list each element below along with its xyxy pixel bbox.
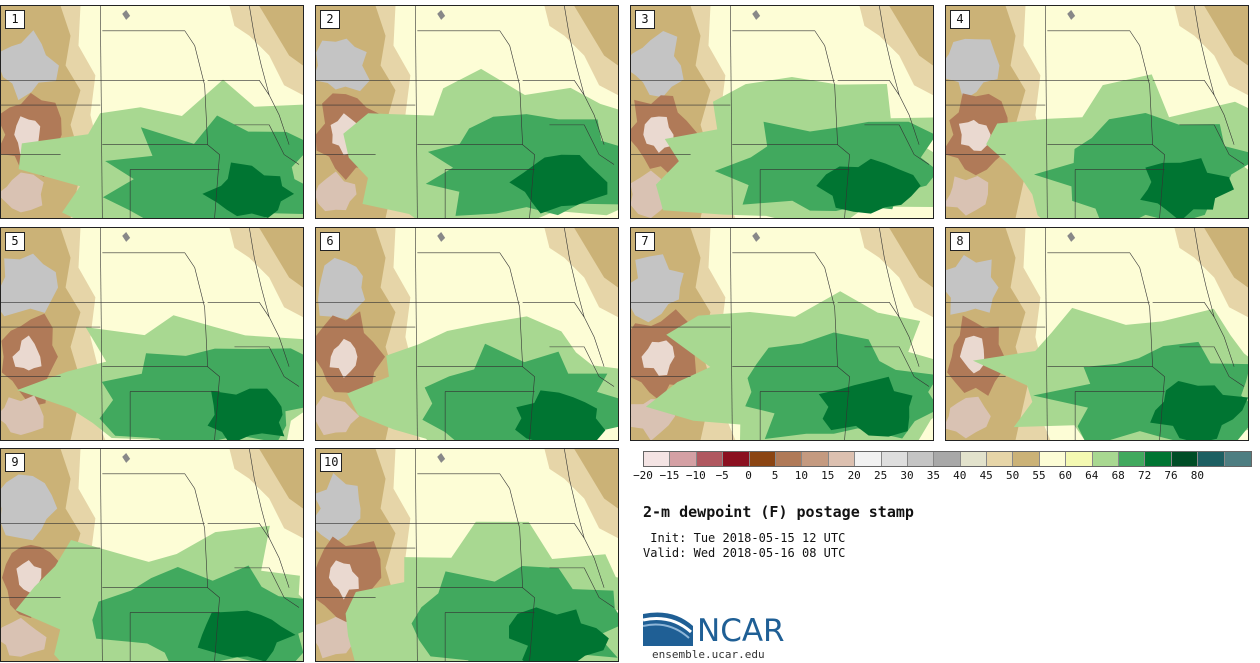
- colorbar-cell: [855, 452, 882, 466]
- colorbar-tick: 20: [847, 469, 861, 482]
- member-label: 6: [320, 232, 340, 251]
- colorbar-tick: −15: [659, 469, 680, 482]
- colorbar-cell: [1171, 452, 1199, 466]
- colorbar-cell: [749, 452, 776, 466]
- init-value: Tue 2018-05-15 12 UTC: [693, 531, 846, 545]
- ncar-logo-text: NCAR: [697, 613, 785, 649]
- dewpoint-colorbar: [643, 451, 1252, 467]
- colorbar-cell: [960, 452, 988, 466]
- colorbar-tick: 50: [1005, 469, 1020, 482]
- plot-title: 2-m dewpoint (F) postage stamp: [643, 503, 914, 521]
- colorbar-tick: 64: [1085, 469, 1099, 482]
- colorbar-cell: [670, 452, 697, 466]
- colorbar-cell: [828, 452, 856, 466]
- member-label: 2: [320, 10, 340, 29]
- colorbar-cell: [1119, 452, 1146, 466]
- colorbar-tick: 55: [1032, 469, 1046, 482]
- colorbar-cell: [1224, 452, 1251, 466]
- dewpoint-map: [1, 228, 303, 440]
- member-label: 4: [950, 10, 970, 29]
- colorbar-tick: −20: [633, 469, 653, 482]
- colorbar-cell: [1092, 452, 1120, 466]
- colorbar-tick: 45: [979, 469, 993, 482]
- dewpoint-map: [946, 228, 1248, 440]
- colorbar-cell: [907, 452, 935, 466]
- colorbar-tick: 40: [953, 469, 967, 482]
- postage-stamp-panel[interactable]: 2: [315, 5, 619, 219]
- member-label: 7: [635, 232, 655, 251]
- colorbar-cell: [644, 452, 671, 466]
- postage-stamp-panel[interactable]: 6: [315, 227, 619, 441]
- init-time: Init: Tue 2018-05-15 12 UTC: [643, 531, 845, 545]
- colorbar-cell: [696, 452, 724, 466]
- colorbar-tick: 10: [794, 469, 809, 482]
- dewpoint-map: [1, 449, 303, 661]
- dewpoint-map: [316, 449, 618, 661]
- member-label: 10: [320, 453, 343, 472]
- valid-time: Valid: Wed 2018-05-16 08 UTC: [643, 546, 845, 560]
- postage-stamp-panel[interactable]: 10: [315, 448, 619, 662]
- dewpoint-map: [316, 228, 618, 440]
- colorbar-cell: [1145, 452, 1172, 466]
- init-label: Init:: [643, 531, 687, 545]
- colorbar-cell: [1198, 452, 1225, 466]
- colorbar-cell: [723, 452, 750, 466]
- colorbar-tick: 25: [873, 469, 888, 482]
- colorbar-tick: 80: [1190, 469, 1205, 482]
- colorbar-cell: [987, 452, 1014, 466]
- valid-label: Valid:: [643, 546, 687, 560]
- colorbar-tick-labels: −20 −15 −10 −5 0 5 10 15 20 25 30 35 40 45 50 55 60 64 68 7…: [0, 469, 1260, 485]
- dewpoint-map: [631, 6, 933, 218]
- colorbar-cell: [1039, 452, 1067, 466]
- member-label: 9: [5, 453, 25, 472]
- colorbar-tick: 68: [1111, 469, 1125, 482]
- dewpoint-map: [946, 6, 1248, 218]
- dewpoint-map: [316, 6, 618, 218]
- colorbar-cell: [1013, 452, 1040, 466]
- colorbar-cell: [881, 452, 908, 466]
- dewpoint-map: [1, 6, 303, 218]
- colorbar-cell: [934, 452, 961, 466]
- member-label: 5: [5, 232, 25, 251]
- postage-stamp-panel[interactable]: 5: [0, 227, 304, 441]
- ncar-logo-icon: [643, 612, 693, 646]
- valid-value: Wed 2018-05-16 08 UTC: [693, 546, 846, 560]
- ensemble-url[interactable]: ensemble.ucar.edu: [652, 648, 765, 661]
- postage-stamp-panel[interactable]: 9: [0, 448, 304, 662]
- postage-stamp-panel[interactable]: 8: [945, 227, 1249, 441]
- colorbar-cell: [1066, 452, 1093, 466]
- colorbar-tick: 72: [1137, 469, 1152, 482]
- postage-stamp-panel[interactable]: 1: [0, 5, 304, 219]
- colorbar-tick: 15: [821, 469, 835, 482]
- colorbar-tick: −10: [685, 469, 706, 482]
- colorbar-cell: [775, 452, 803, 466]
- colorbar-tick: −5: [715, 469, 729, 482]
- colorbar-tick: 35: [926, 469, 941, 482]
- colorbar-tick: 30: [900, 469, 914, 482]
- colorbar-cell: [802, 452, 829, 466]
- colorbar-tick: 0: [745, 469, 752, 482]
- colorbar-tick: 5: [771, 469, 779, 482]
- postage-stamp-panel[interactable]: 7: [630, 227, 934, 441]
- colorbar-tick: 60: [1058, 469, 1073, 482]
- postage-stamp-panel[interactable]: 3: [630, 5, 934, 219]
- member-label: 1: [5, 10, 25, 29]
- postage-stamp-panel[interactable]: 4: [945, 5, 1249, 219]
- dewpoint-map: [631, 228, 933, 440]
- member-label: 8: [950, 232, 970, 251]
- member-label: 3: [635, 10, 655, 29]
- colorbar-tick: 76: [1164, 469, 1178, 482]
